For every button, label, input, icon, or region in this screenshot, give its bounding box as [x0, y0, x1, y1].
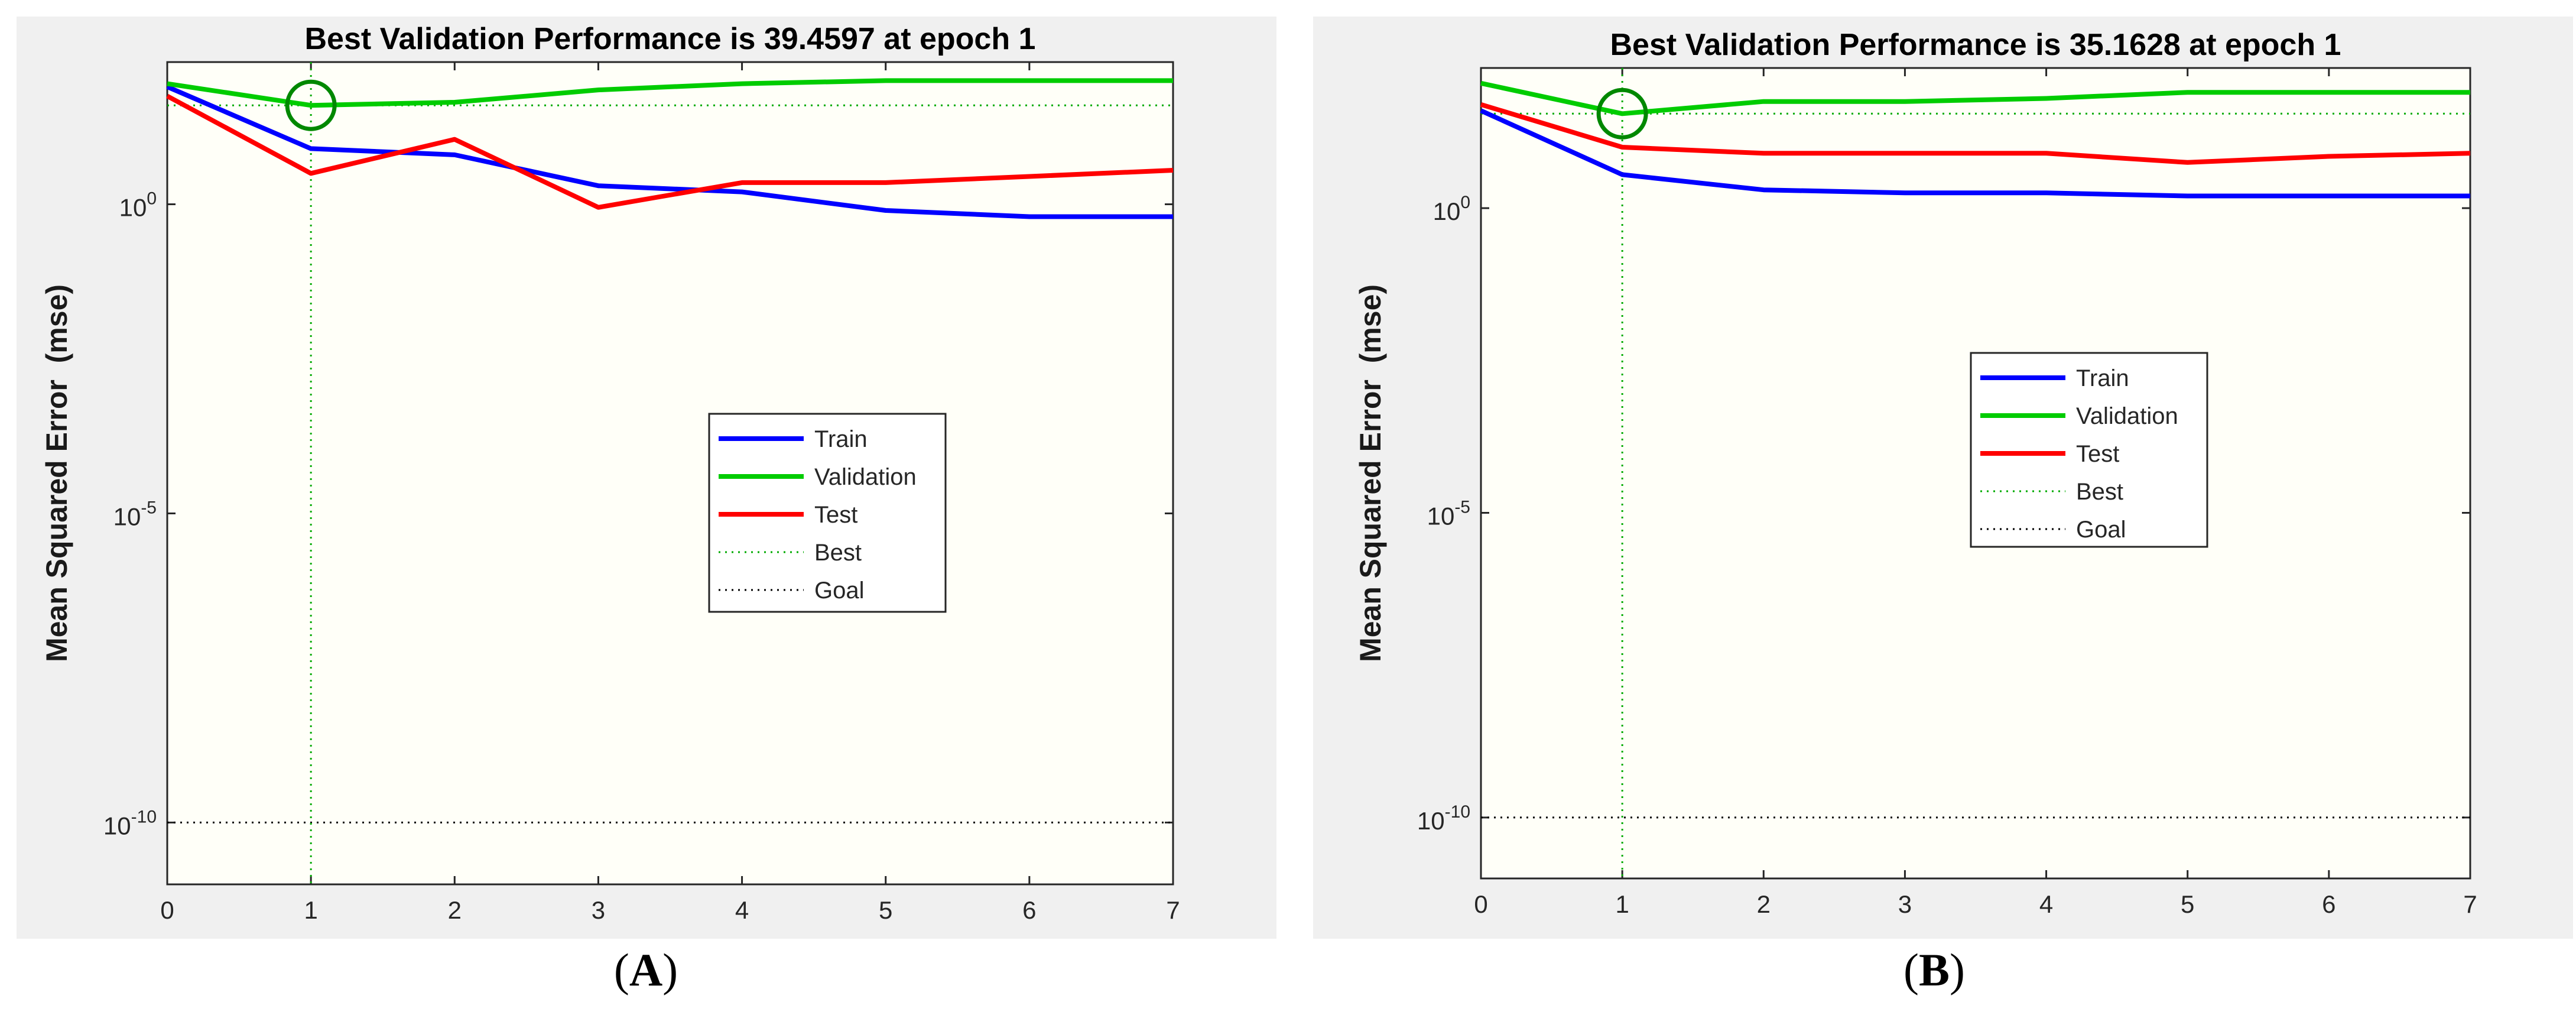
legend-label-goal-b: Goal: [2076, 517, 2126, 543]
x-tick-label-a: 2: [448, 896, 462, 924]
caption-b-letter: B: [1918, 944, 1950, 995]
legend-box-b: [1970, 352, 2208, 548]
legend-label-validation-b: Validation: [2076, 403, 2178, 429]
x-tick-label-a: 6: [1022, 896, 1036, 924]
y-axis-label-a: Mean Squared Error (mse): [40, 284, 73, 662]
x-tick-label-b: 4: [2039, 890, 2053, 918]
x-tick-label-a: 1: [304, 896, 317, 924]
x-tick-label-b: 2: [1757, 890, 1771, 918]
best-marker-b: [1596, 87, 1648, 140]
legend-label-test-a: Test: [814, 502, 857, 528]
chart-title-a: Best Validation Performance is 39.4597 a…: [305, 22, 1036, 56]
chart-title-b: Best Validation Performance is 35.1628 a…: [1610, 28, 2341, 62]
plot-area-a: [166, 61, 1174, 886]
legend-label-best-a: Best: [814, 540, 862, 566]
x-tick-label-b: 1: [1615, 890, 1629, 918]
x-tick-label-b: 3: [1898, 890, 1912, 918]
legend-label-best-b: Best: [2076, 479, 2123, 505]
best-marker-a: [285, 79, 337, 131]
x-tick-label-a: 4: [735, 896, 749, 924]
x-tick-label-a: 3: [592, 896, 605, 924]
y-tick-label-b: 10-5: [1427, 498, 1470, 530]
series-line-train-a: [166, 85, 1173, 219]
x-tick-label-b: 5: [2181, 890, 2194, 918]
series-line-train-b: [1480, 108, 2470, 199]
caption-a-letter: A: [629, 944, 663, 995]
legend-label-train-b: Train: [2076, 365, 2129, 391]
x-tick-label-a: 0: [160, 896, 174, 924]
legend-label-train-a: Train: [814, 426, 868, 452]
y-tick-label-a: 100: [119, 189, 157, 222]
legend-label-test-b: Test: [2076, 441, 2119, 467]
x-tick-label-b: 7: [2463, 890, 2477, 918]
x-tick-label-b: 6: [2322, 890, 2335, 918]
legend-label-goal-a: Goal: [814, 578, 865, 604]
y-tick-label-a: 10-5: [113, 498, 157, 530]
x-tick-label-b: 0: [1474, 890, 1487, 918]
series-line-test-a: [166, 93, 1174, 210]
y-tick-label-b: 100: [1433, 193, 1470, 225]
y-tick-label-a: 10-10: [103, 807, 157, 839]
y-axis-label-b: Mean Squared Error (mse): [1354, 284, 1387, 662]
series-line-test-b: [1480, 102, 2471, 165]
caption-b: (B): [1903, 944, 1965, 995]
x-tick-label-a: 7: [1166, 896, 1180, 924]
x-tick-label-a: 5: [879, 896, 892, 924]
caption-a: (A): [613, 944, 678, 995]
legend-label-validation-a: Validation: [814, 464, 917, 490]
y-tick-label-b: 10-10: [1417, 802, 1470, 835]
